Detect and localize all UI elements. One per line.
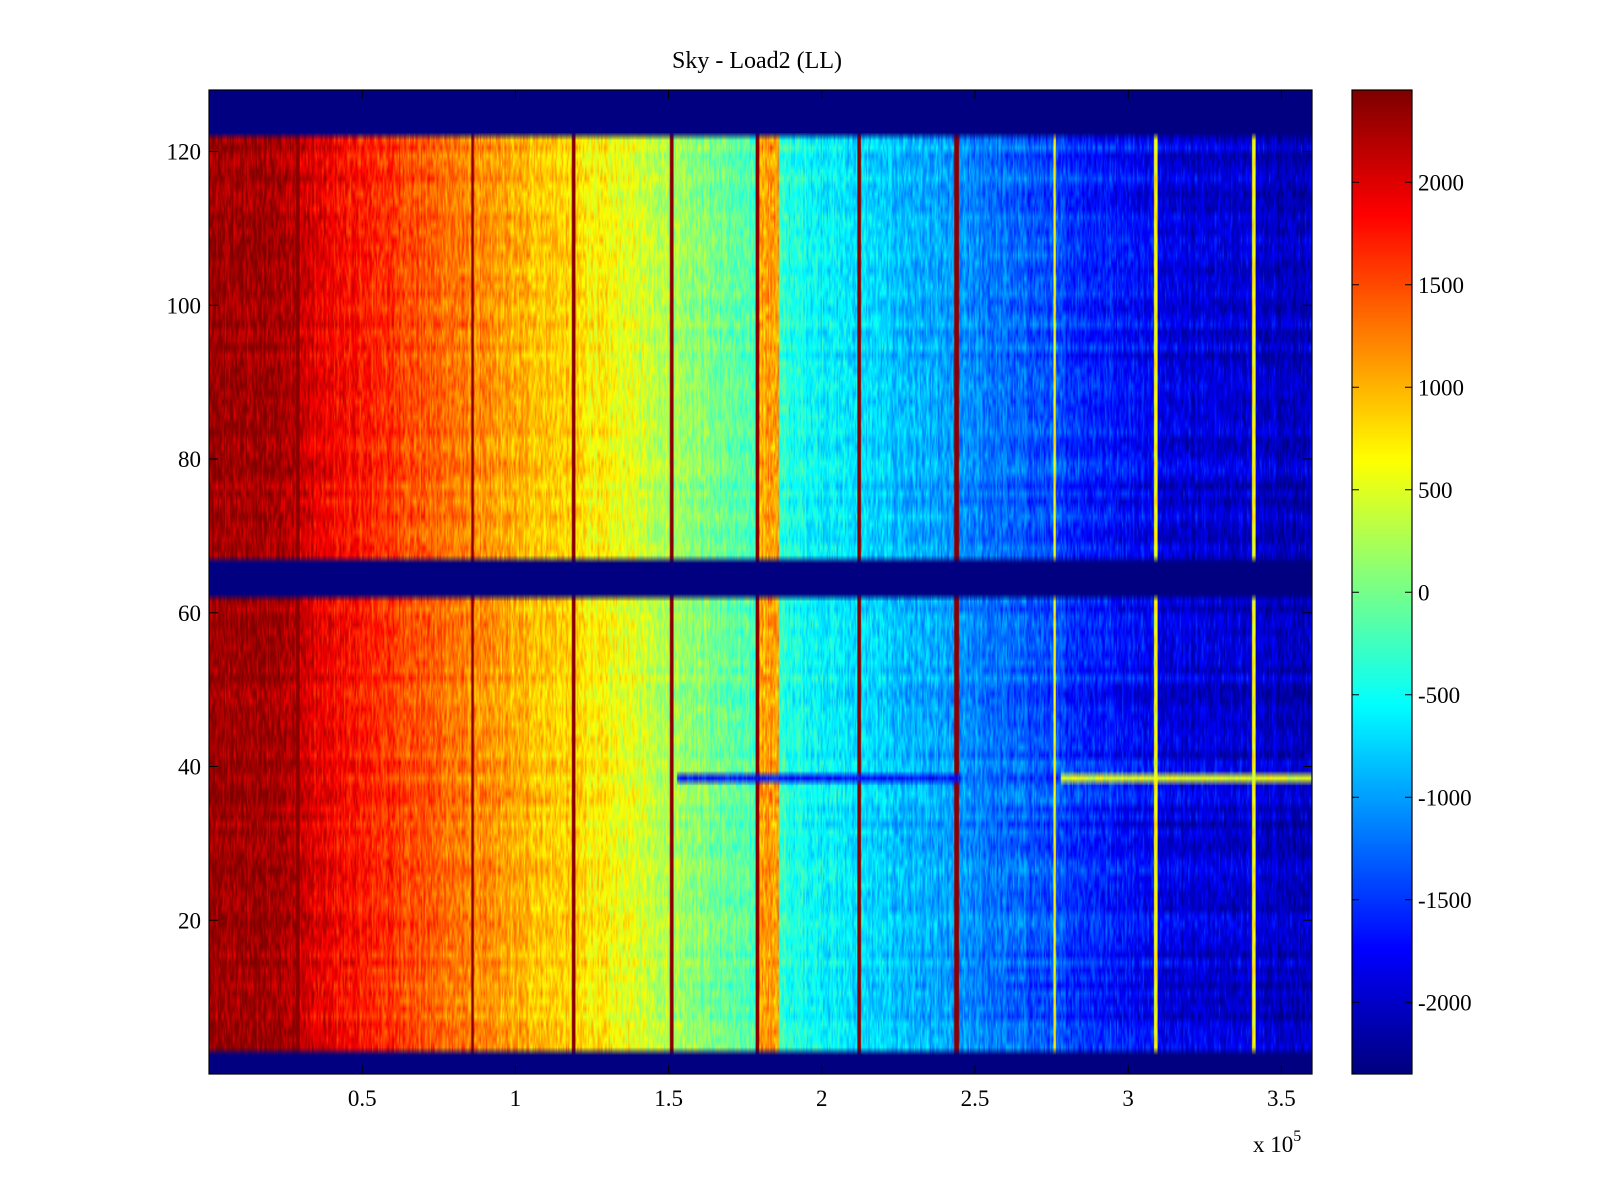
colorbar-gradient (1352, 90, 1412, 1074)
colorbar-axis: 2000 1500 1000 500 0 -500 -1000 -1500 -2000 (1352, 170, 1472, 1015)
plot-frame (208, 89, 1313, 1075)
colorbar-tick-label: 2000 (1418, 170, 1464, 195)
heatmap-plot-area (208, 89, 1313, 1075)
x-tick-label: 1.5 (654, 1086, 683, 1111)
colorbar-frame (1351, 89, 1413, 1075)
chart-title: Sky - Load2 (LL) (672, 48, 842, 74)
x-axis-scale-label: x 105 (1253, 1128, 1301, 1157)
x-tick-label: 2 (816, 1086, 828, 1111)
colorbar-tick-label: 1500 (1418, 273, 1464, 298)
x-tick-label: 3 (1122, 1086, 1134, 1111)
y-tick-label: 80 (178, 447, 201, 472)
colorbar-tick-label: -1500 (1418, 888, 1472, 913)
y-tick-label: 20 (178, 908, 201, 933)
y-tick-label: 60 (178, 601, 201, 626)
x-tick-label: 0.5 (348, 1086, 377, 1111)
colorbar-tick-label: -500 (1418, 683, 1460, 708)
colorbar (1351, 89, 1413, 1075)
y-tick-label: 120 (167, 140, 202, 165)
colorbar-tick-label: -2000 (1418, 990, 1472, 1015)
x-axis: 0.5 1 1.5 2 2.5 3 3.5 (348, 90, 1296, 1111)
x-tick-label: 3.5 (1267, 1086, 1296, 1111)
x-tick-label: 1 (510, 1086, 522, 1111)
x-tick-label: 2.5 (961, 1086, 990, 1111)
y-tick-label: 100 (167, 293, 202, 318)
colorbar-tick-label: 1000 (1418, 375, 1464, 400)
y-axis: 20 40 60 80 100 120 (167, 140, 1312, 933)
colorbar-tick-label: -1000 (1418, 785, 1472, 810)
colorbar-tick-label: 0 (1418, 580, 1430, 605)
heatmap-image (209, 90, 1312, 1074)
y-tick-label: 40 (178, 755, 201, 780)
colorbar-tick-label: 500 (1418, 478, 1453, 503)
